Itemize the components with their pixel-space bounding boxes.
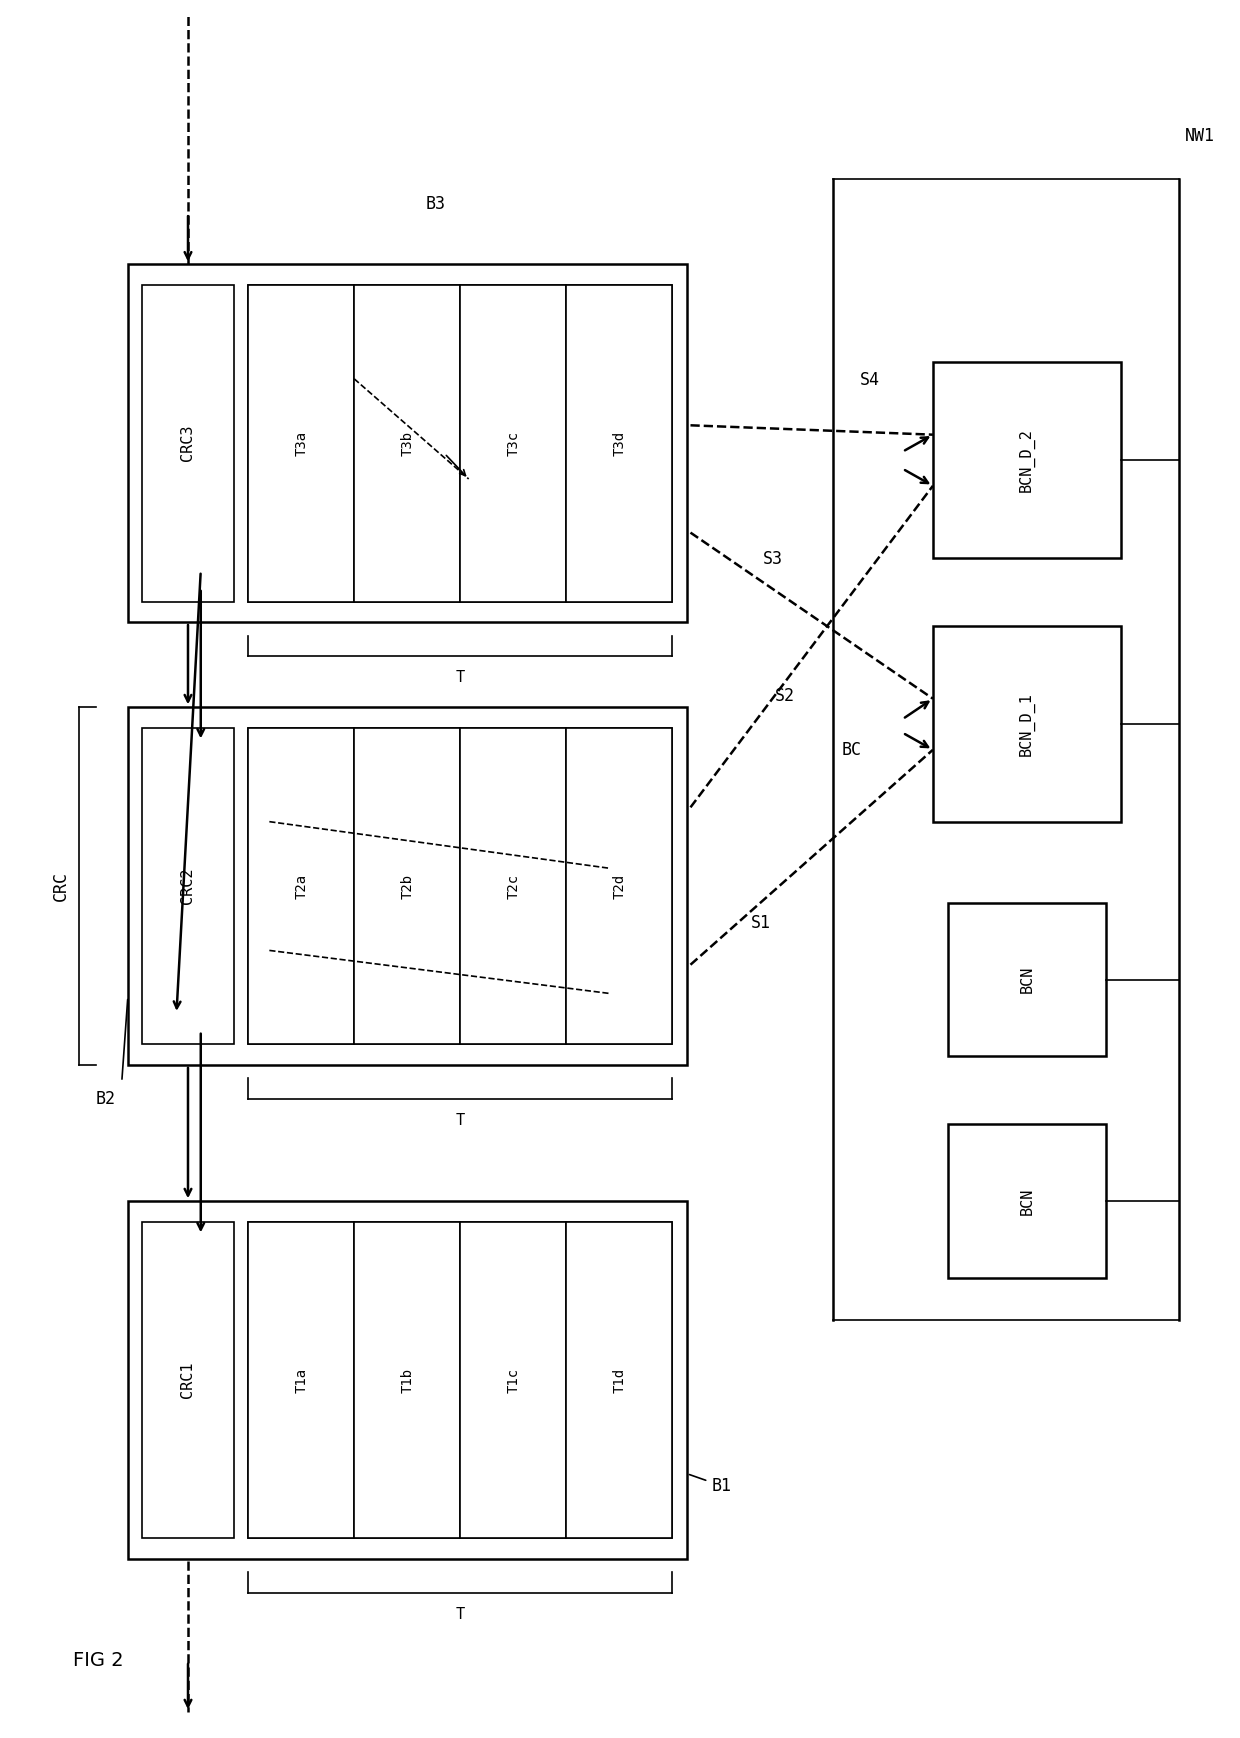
Text: T3b: T3b xyxy=(401,431,414,455)
Text: BCN: BCN xyxy=(1019,966,1034,994)
Bar xyxy=(248,728,355,1045)
Bar xyxy=(248,285,672,601)
Text: S1: S1 xyxy=(751,914,771,932)
Text: T: T xyxy=(455,1112,465,1128)
Bar xyxy=(567,1222,672,1538)
Bar xyxy=(932,626,1121,822)
Bar xyxy=(949,904,1106,1057)
Bar xyxy=(128,707,687,1065)
Text: NW1: NW1 xyxy=(1185,127,1215,146)
Text: B3: B3 xyxy=(425,195,445,214)
Bar xyxy=(567,728,672,1045)
Bar xyxy=(460,285,567,601)
Text: T: T xyxy=(455,669,465,685)
Bar xyxy=(128,264,687,622)
Bar xyxy=(567,285,672,601)
Text: T2c: T2c xyxy=(506,874,521,899)
Text: T: T xyxy=(455,1606,465,1622)
Text: T1a: T1a xyxy=(294,1368,309,1392)
Text: CRC3: CRC3 xyxy=(181,424,196,462)
Text: BCN_D_1: BCN_D_1 xyxy=(1019,692,1035,756)
Text: S2: S2 xyxy=(775,687,795,706)
Bar xyxy=(128,1201,687,1559)
Text: T3a: T3a xyxy=(294,431,309,455)
Bar xyxy=(460,728,567,1045)
Text: T3c: T3c xyxy=(506,431,521,455)
Bar xyxy=(248,1222,355,1538)
Bar xyxy=(143,285,233,601)
Bar xyxy=(355,728,460,1045)
Text: BCN: BCN xyxy=(1019,1187,1034,1215)
Text: T3d: T3d xyxy=(613,431,626,455)
Bar xyxy=(248,1222,672,1538)
Text: B1: B1 xyxy=(689,1474,732,1495)
Text: T1b: T1b xyxy=(401,1368,414,1392)
Text: T1d: T1d xyxy=(613,1368,626,1392)
Text: CRC2: CRC2 xyxy=(181,867,196,904)
Text: S4: S4 xyxy=(861,370,880,389)
Text: S3: S3 xyxy=(763,551,784,568)
Text: FIG 2: FIG 2 xyxy=(73,1651,124,1670)
Text: B2: B2 xyxy=(95,1090,115,1109)
Text: T1c: T1c xyxy=(506,1368,521,1392)
Text: T2d: T2d xyxy=(613,874,626,899)
Text: BC: BC xyxy=(841,740,861,760)
Bar xyxy=(932,362,1121,558)
Text: T2a: T2a xyxy=(294,874,309,899)
Bar xyxy=(949,1124,1106,1277)
Text: CRC1: CRC1 xyxy=(181,1361,196,1399)
Bar xyxy=(248,285,355,601)
Bar xyxy=(355,285,460,601)
Bar xyxy=(460,1222,567,1538)
Bar xyxy=(248,728,672,1045)
Text: BCN_D_2: BCN_D_2 xyxy=(1019,428,1035,492)
Text: T2b: T2b xyxy=(401,874,414,899)
Bar xyxy=(355,1222,460,1538)
Bar xyxy=(143,728,233,1045)
Text: CRC: CRC xyxy=(52,871,69,900)
Bar xyxy=(143,1222,233,1538)
